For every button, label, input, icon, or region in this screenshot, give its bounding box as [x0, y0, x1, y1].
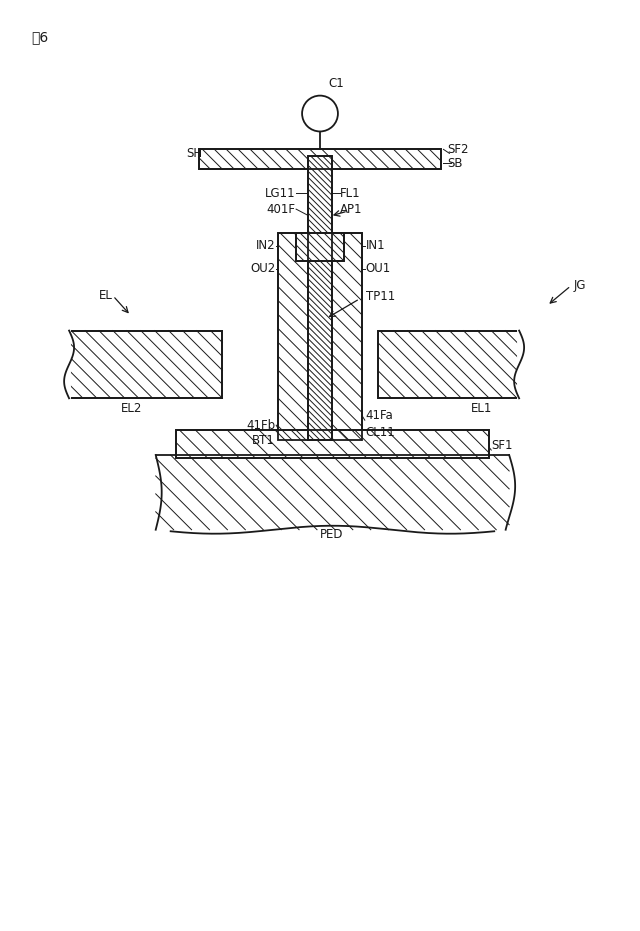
- Bar: [278, 233, 362, 440]
- Text: SF2: SF2: [447, 142, 469, 155]
- Bar: [69, 331, 223, 398]
- Text: SF1: SF1: [492, 439, 513, 452]
- Text: 401F: 401F: [266, 203, 295, 216]
- Text: IN1: IN1: [366, 239, 385, 252]
- Text: FL1: FL1: [340, 187, 360, 199]
- Text: EL: EL: [99, 290, 113, 303]
- Text: 41Fa: 41Fa: [366, 409, 394, 422]
- Bar: [378, 331, 519, 398]
- Bar: [175, 430, 489, 458]
- Text: EL2: EL2: [121, 402, 142, 415]
- Text: OU1: OU1: [366, 263, 391, 276]
- Text: IN2: IN2: [255, 239, 275, 252]
- Text: C1: C1: [328, 76, 344, 89]
- Bar: [198, 149, 442, 169]
- Text: 図6: 図6: [31, 30, 49, 44]
- Bar: [296, 233, 344, 261]
- Bar: [378, 331, 519, 398]
- Text: AP1: AP1: [340, 203, 362, 216]
- Text: SB: SB: [447, 156, 463, 169]
- Text: 41Fb: 41Fb: [246, 419, 275, 432]
- Text: JG: JG: [574, 279, 586, 292]
- Bar: [308, 156, 332, 440]
- Text: CL11: CL11: [366, 425, 396, 439]
- Text: BT1: BT1: [252, 434, 275, 447]
- Text: OU2: OU2: [250, 263, 275, 276]
- Circle shape: [302, 96, 338, 131]
- Bar: [296, 233, 344, 261]
- Bar: [69, 331, 223, 398]
- Text: TP11: TP11: [366, 290, 395, 304]
- Bar: [198, 149, 442, 169]
- Bar: [156, 455, 509, 530]
- Text: EL1: EL1: [471, 402, 493, 415]
- Text: SH: SH: [186, 147, 202, 160]
- Text: LG11: LG11: [264, 187, 295, 199]
- Bar: [278, 233, 362, 440]
- Text: PED: PED: [320, 528, 344, 541]
- Bar: [308, 156, 332, 440]
- Bar: [175, 430, 489, 458]
